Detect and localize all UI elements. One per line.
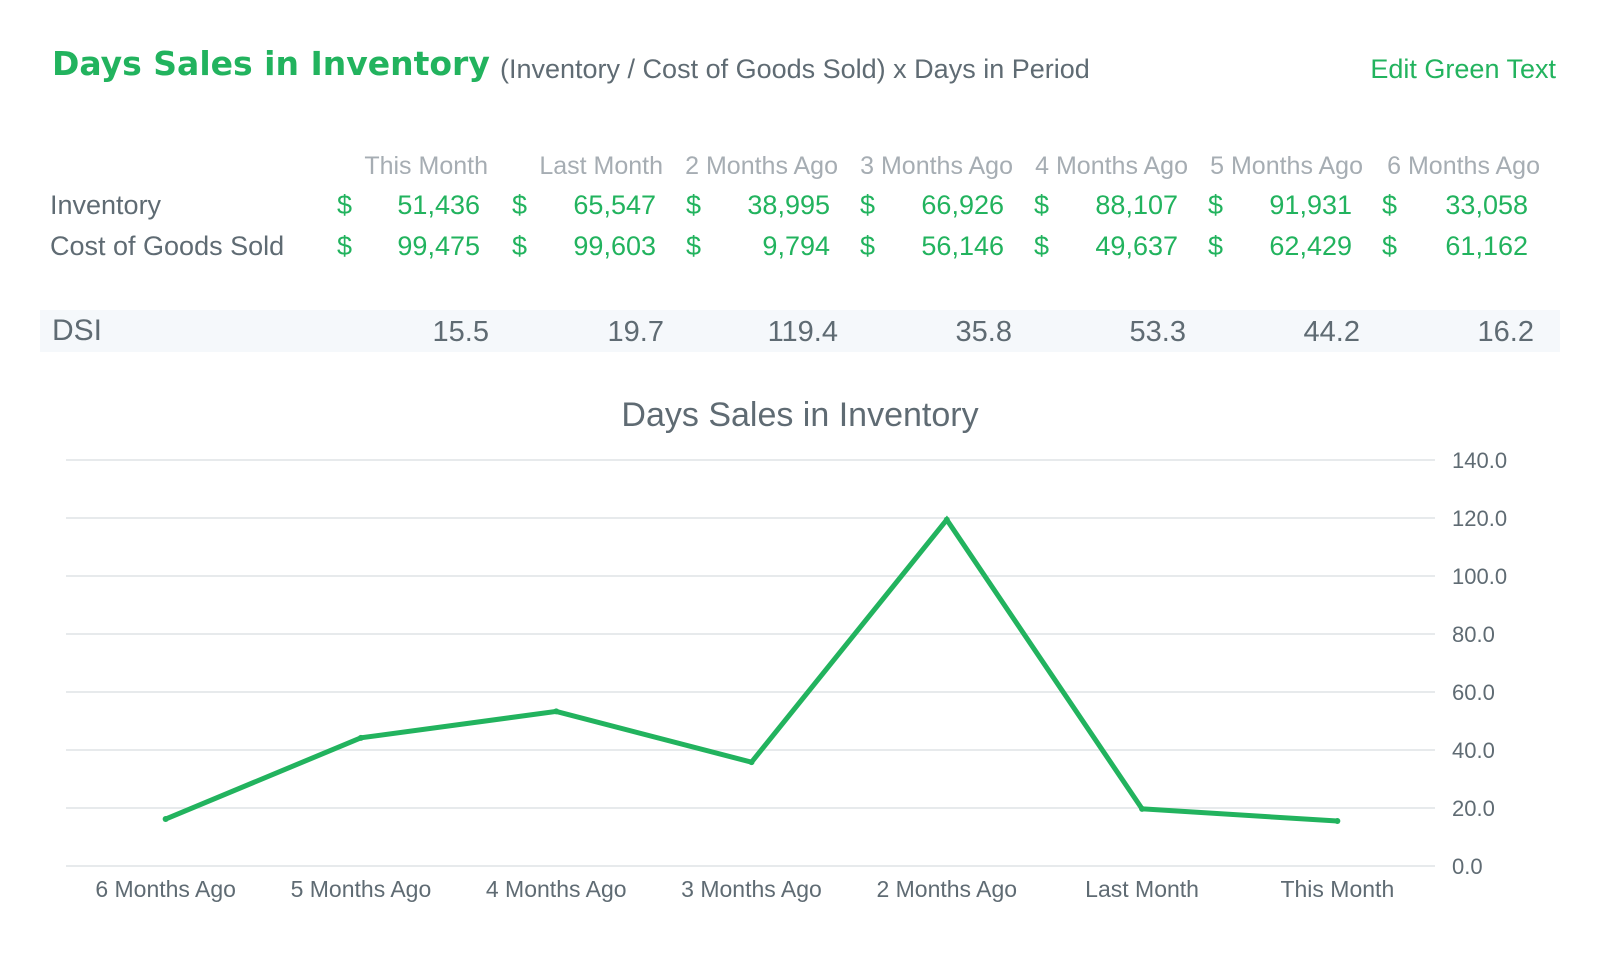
y-tick-label: 20.0 (1452, 796, 1495, 821)
formula-text: (Inventory / Cost of Goods Sold) x Days … (500, 54, 1090, 84)
x-tick-label: 6 Months Ago (95, 876, 236, 902)
table-cell: $38,995 (686, 190, 830, 222)
dsi-value: 119.4 (767, 316, 838, 348)
currency-symbol: $ (1382, 190, 1398, 220)
dsi-value: 15.5 (432, 316, 489, 348)
cell-value: 62,429 (1269, 231, 1352, 261)
line-chart: 0.0 20.0 40.0 60.0 80.0 100.0 120.0 140.0 6 Mont… (66, 448, 1507, 902)
currency-symbol: $ (1034, 190, 1050, 220)
column-header: 2 Months Ago (685, 152, 838, 180)
cell-value: 66,926 (921, 190, 1004, 220)
data-point (162, 816, 169, 823)
table-cell: $49,637 (1034, 231, 1178, 263)
cell-value: 99,603 (573, 231, 656, 261)
currency-symbol: $ (512, 190, 528, 220)
data-point (357, 734, 364, 741)
dsi-value: 44.2 (1303, 316, 1360, 348)
currency-symbol: $ (686, 231, 702, 261)
cell-value: 49,637 (1095, 231, 1178, 261)
cell-value: 51,436 (397, 190, 480, 220)
x-tick-label: 3 Months Ago (681, 876, 822, 902)
table-cell: $51,436 (337, 190, 480, 222)
row-label: Cost of Goods Sold (50, 231, 285, 261)
data-point (1139, 805, 1146, 812)
data-point (748, 759, 755, 766)
y-tick-label: 100.0 (1452, 564, 1507, 589)
cell-value: 88,107 (1095, 190, 1178, 220)
header: Days Sales in Inventory (Inventory / Cos… (0, 0, 1600, 120)
metrics-table: DSI This Month Last Month 2 Months Ago 3 Mo… (0, 0, 1600, 360)
table-cell: $56,146 (860, 231, 1004, 263)
cell-value: 33,058 (1445, 190, 1528, 220)
y-tick-label: 0.0 (1452, 854, 1483, 879)
table-cell: $65,547 (512, 190, 656, 222)
currency-symbol: $ (1208, 190, 1224, 220)
cell-value: 65,547 (573, 190, 656, 220)
currency-symbol: $ (860, 190, 876, 220)
table-cell: $33,058 (1382, 190, 1528, 222)
y-tick-label: 120.0 (1452, 506, 1507, 531)
currency-symbol: $ (686, 190, 702, 220)
dsi-value: 53.3 (1129, 316, 1186, 348)
cell-value: 9,794 (762, 231, 830, 261)
column-header: Last Month (539, 152, 663, 180)
dsi-row-label: DSI (52, 314, 103, 347)
currency-symbol: $ (1034, 231, 1050, 261)
table-cell: $99,603 (512, 231, 656, 263)
edit-green-text-link[interactable]: Edit Green Text (1370, 54, 1556, 84)
currency-symbol: $ (512, 231, 528, 261)
currency-symbol: $ (1208, 231, 1224, 261)
page-title: Days Sales in Inventory (52, 44, 490, 83)
y-tick-label: 40.0 (1452, 738, 1495, 763)
data-point (1334, 818, 1341, 825)
chart-area: Days Sales in Inventory 0.0 20.0 40.0 60.0 8… (0, 380, 1600, 975)
y-tick-label: 140.0 (1452, 448, 1507, 473)
table-cell: $66,926 (860, 190, 1004, 222)
column-header: 6 Months Ago (1387, 152, 1540, 180)
cell-value: 61,162 (1445, 231, 1528, 261)
cell-value: 99,475 (397, 231, 480, 261)
dsi-row-band (40, 310, 1560, 352)
currency-symbol: $ (337, 231, 353, 261)
cell-value: 38,995 (747, 190, 830, 220)
table-cell: $9,794 (686, 231, 830, 263)
dsi-value: 19.7 (607, 316, 664, 348)
table-cell: $88,107 (1034, 190, 1178, 222)
column-header: 5 Months Ago (1210, 152, 1363, 180)
x-tick-label: 5 Months Ago (291, 876, 432, 902)
dsi-value: 16.2 (1477, 316, 1534, 348)
column-header: 4 Months Ago (1035, 152, 1188, 180)
chart-title: Days Sales in Inventory (621, 396, 979, 434)
table-cell: $62,429 (1208, 231, 1352, 263)
currency-symbol: $ (1382, 231, 1398, 261)
x-tick-label: This Month (1280, 876, 1394, 902)
currency-symbol: $ (337, 190, 353, 220)
x-tick-label: 2 Months Ago (876, 876, 1017, 902)
dsi-value: 35.8 (955, 316, 1012, 348)
cell-value: 56,146 (921, 231, 1004, 261)
series-line (164, 515, 1338, 824)
table-cell: $61,162 (1382, 231, 1528, 263)
data-point (943, 516, 950, 523)
column-header: 3 Months Ago (860, 152, 1013, 180)
cell-value: 91,931 (1269, 190, 1352, 220)
data-point (553, 708, 560, 715)
table-cell: $99,475 (337, 231, 480, 263)
column-header: This Month (364, 152, 488, 180)
x-tick-label: Last Month (1085, 876, 1199, 902)
y-tick-label: 60.0 (1452, 680, 1495, 705)
y-tick-label: 80.0 (1452, 622, 1495, 647)
table-cell: $91,931 (1208, 190, 1352, 222)
currency-symbol: $ (860, 231, 876, 261)
x-tick-label: 4 Months Ago (486, 876, 627, 902)
row-label: Inventory (50, 190, 162, 220)
